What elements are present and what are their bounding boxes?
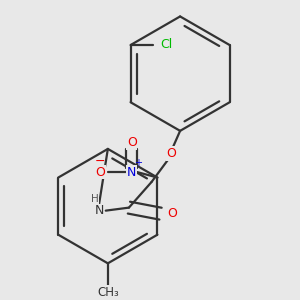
Text: CH₃: CH₃ [97,286,119,299]
Text: N: N [127,166,136,178]
Text: −: − [95,155,105,168]
Text: N: N [94,204,104,217]
Text: Cl: Cl [160,38,172,51]
Text: O: O [166,147,176,160]
Text: H: H [91,194,99,204]
Text: O: O [95,166,105,178]
Text: O: O [168,207,178,220]
Text: +: + [134,158,142,168]
Text: O: O [127,136,137,149]
